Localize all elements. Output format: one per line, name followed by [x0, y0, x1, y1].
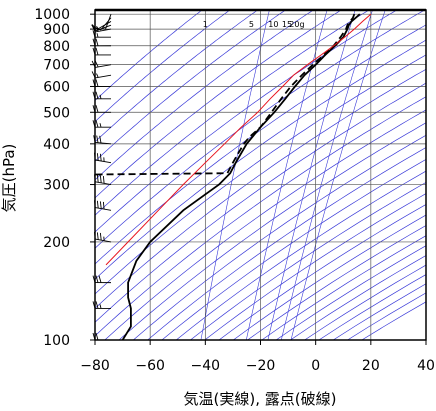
y-tick-label: 600 [43, 79, 70, 95]
dry-adiabat-line [304, 264, 426, 340]
dry-adiabat-line [161, 158, 426, 340]
dry-adiabat-line [95, 10, 203, 102]
dry-adiabat-line [190, 181, 426, 340]
dry-adiabat-line [247, 225, 426, 340]
dry-adiabat-line [95, 82, 426, 323]
wind-barb [92, 275, 112, 284]
dry-adiabat-line [118, 122, 426, 340]
dry-adiabat-line [95, 10, 314, 181]
dry-adiabat-line [95, 54, 426, 295]
profiles [95, 13, 372, 340]
wind-barb [94, 200, 112, 211]
x-axis: −80 −60 −40 −20 0 20 40 [80, 340, 435, 374]
mixing-ratio-label: 20g [289, 20, 304, 29]
dry-adiabat-line [218, 204, 426, 340]
dry-adiabat-line [333, 283, 426, 340]
dry-adiabats [95, 10, 426, 340]
mixing-ratio-lines [200, 10, 386, 340]
dry-adiabat-line [147, 147, 426, 340]
dry-adiabat-line [95, 24, 426, 265]
dry-adiabat-line [347, 292, 426, 340]
mixing-ratio-label: 1 [203, 20, 208, 29]
dry-adiabat-line [133, 134, 426, 340]
x-tick-label: 0 [311, 358, 320, 374]
dry-adiabat-line [95, 10, 370, 216]
dewpoint-profile-line [95, 13, 356, 176]
x-tick-label: 20 [362, 358, 380, 374]
dry-adiabat-line [95, 10, 342, 199]
dry-adiabat-line [95, 10, 231, 123]
y-tick-label: 900 [43, 22, 70, 38]
x-tick-label: −60 [135, 358, 165, 374]
y-tick-label: 800 [43, 39, 70, 55]
mixing-ratio-line [246, 10, 328, 340]
y-tick-label: 300 [43, 178, 70, 194]
mixing-ratio-line [200, 10, 270, 340]
mixing-ratio-line [281, 10, 373, 340]
x-tick-label: −40 [191, 358, 221, 374]
y-tick-label: 100 [43, 333, 70, 349]
x-tick-label: 40 [417, 358, 435, 374]
dry-adiabat-line [95, 96, 426, 337]
dry-adiabat-line [95, 10, 258, 143]
mixing-ratio-label: 10 [268, 20, 278, 29]
temperature-profile-line [121, 13, 361, 340]
dry-adiabat-line [95, 68, 426, 309]
dry-adiabat-line [95, 10, 286, 162]
y-tick-label: 700 [43, 58, 70, 74]
x-axis-label: 気温(実線), 露点(破線) [184, 390, 337, 408]
x-tick-label: −80 [80, 358, 110, 374]
wind-barb [94, 174, 112, 185]
dry-adiabat-line [95, 10, 397, 233]
mixing-ratio-label: 15 [282, 20, 292, 29]
wind-barb [93, 135, 112, 145]
y-tick-label: 400 [43, 137, 70, 153]
mixing-ratio-label: 5 [249, 20, 254, 29]
wind-barb [94, 231, 112, 243]
parcel-profile-line [105, 13, 372, 266]
y-tick-label: 200 [43, 235, 70, 251]
dry-adiabat-line [175, 170, 426, 340]
y-tick-label: 500 [43, 105, 70, 121]
grid-lines [95, 10, 426, 340]
mixing-ratio-line [267, 10, 356, 340]
wind-barbs [91, 14, 112, 341]
dry-adiabat-line [204, 193, 426, 340]
y-axis-label: 気圧(hPa) [0, 144, 18, 213]
dry-adiabat-line [104, 109, 426, 340]
y-tick-label: 1000 [34, 7, 70, 23]
mixing-ratio-line [290, 10, 386, 340]
dry-adiabat-line [95, 39, 426, 280]
x-tick-label: −20 [246, 358, 276, 374]
